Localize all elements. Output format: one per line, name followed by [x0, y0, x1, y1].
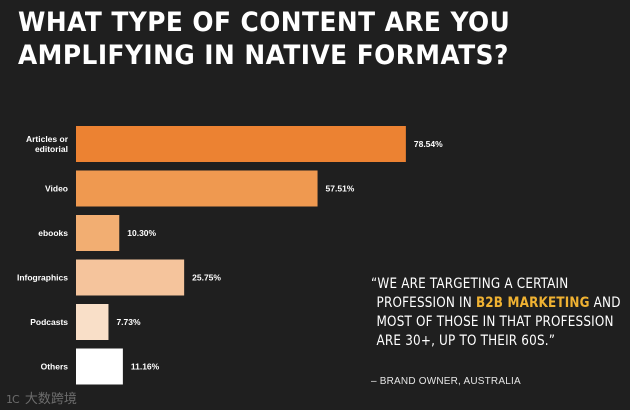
- category-label-2-line-0: ebooks: [38, 228, 68, 238]
- watermark-logo: 1C: [6, 393, 20, 406]
- category-label-4: Podcasts: [30, 317, 68, 327]
- quote-attribution: – BRAND OWNER, AUSTRALIA: [371, 376, 521, 387]
- quote-line-2: PROFESSION IN B2B MARKETING AND: [371, 294, 621, 313]
- bar-5: [76, 348, 123, 385]
- bar-2: [76, 215, 120, 251]
- bars-group: Articles or editorial 78.54% Video 57.51% ebo…: [17, 126, 443, 385]
- category-label-0-line-1: editorial: [35, 144, 68, 154]
- category-label-0-line-0: Articles or: [26, 134, 69, 144]
- quote-highlight: B2B MARKETING: [475, 295, 590, 311]
- value-label-4: 7.73%: [116, 317, 141, 327]
- value-label-2: 10.30%: [127, 228, 156, 238]
- value-label-3: 25.75%: [192, 273, 221, 283]
- quote-line-3: MOST OF THOSE IN THAT PROFESSION: [376, 314, 614, 330]
- category-label-5-line-0: Others: [41, 362, 69, 372]
- watermark-text: 大数跨境: [24, 392, 77, 407]
- watermark: 1C 大数跨境: [6, 388, 77, 407]
- bar-chart: Articles or editorial 78.54% Video 57.51% ebo…: [17, 126, 443, 385]
- category-label-1-line-0: Video: [45, 184, 68, 194]
- category-label-2: ebooks: [38, 228, 68, 238]
- chart-title-line-2: AMPLIFYING IN NATIVE FORMATS?: [18, 40, 509, 71]
- chart-title: WHAT TYPE OF CONTENT ARE YOU AMPLIFYING …: [18, 6, 570, 72]
- value-label-5: 11.16%: [131, 362, 160, 372]
- category-label-3-line-0: Infographics: [17, 273, 68, 283]
- bar-4: [76, 304, 109, 340]
- pull-quote: “WE ARE TARGETING A CERTAIN PROFESSION I…: [371, 275, 621, 351]
- bar-3: [76, 259, 185, 296]
- category-label-3: Infographics: [17, 273, 68, 283]
- bar-1: [76, 170, 318, 207]
- category-label-5: Others: [41, 362, 69, 372]
- quote-line-1: “WE ARE TARGETING A CERTAIN: [371, 276, 569, 292]
- value-label-0: 78.54%: [414, 139, 443, 149]
- category-label-1: Video: [45, 184, 68, 194]
- bar-0: [76, 126, 406, 162]
- quote-line-2-end: AND: [589, 295, 621, 311]
- quote-line-4: ARE 30+, UP TO THEIR 60S.”: [376, 333, 556, 349]
- quote-line-2-start: PROFESSION IN: [376, 295, 476, 311]
- chart-title-line-1: WHAT TYPE OF CONTENT ARE YOU: [18, 7, 511, 38]
- category-label-0: Articles or editorial: [26, 134, 69, 154]
- category-label-4-line-0: Podcasts: [30, 317, 68, 327]
- value-label-1: 57.51%: [326, 184, 355, 194]
